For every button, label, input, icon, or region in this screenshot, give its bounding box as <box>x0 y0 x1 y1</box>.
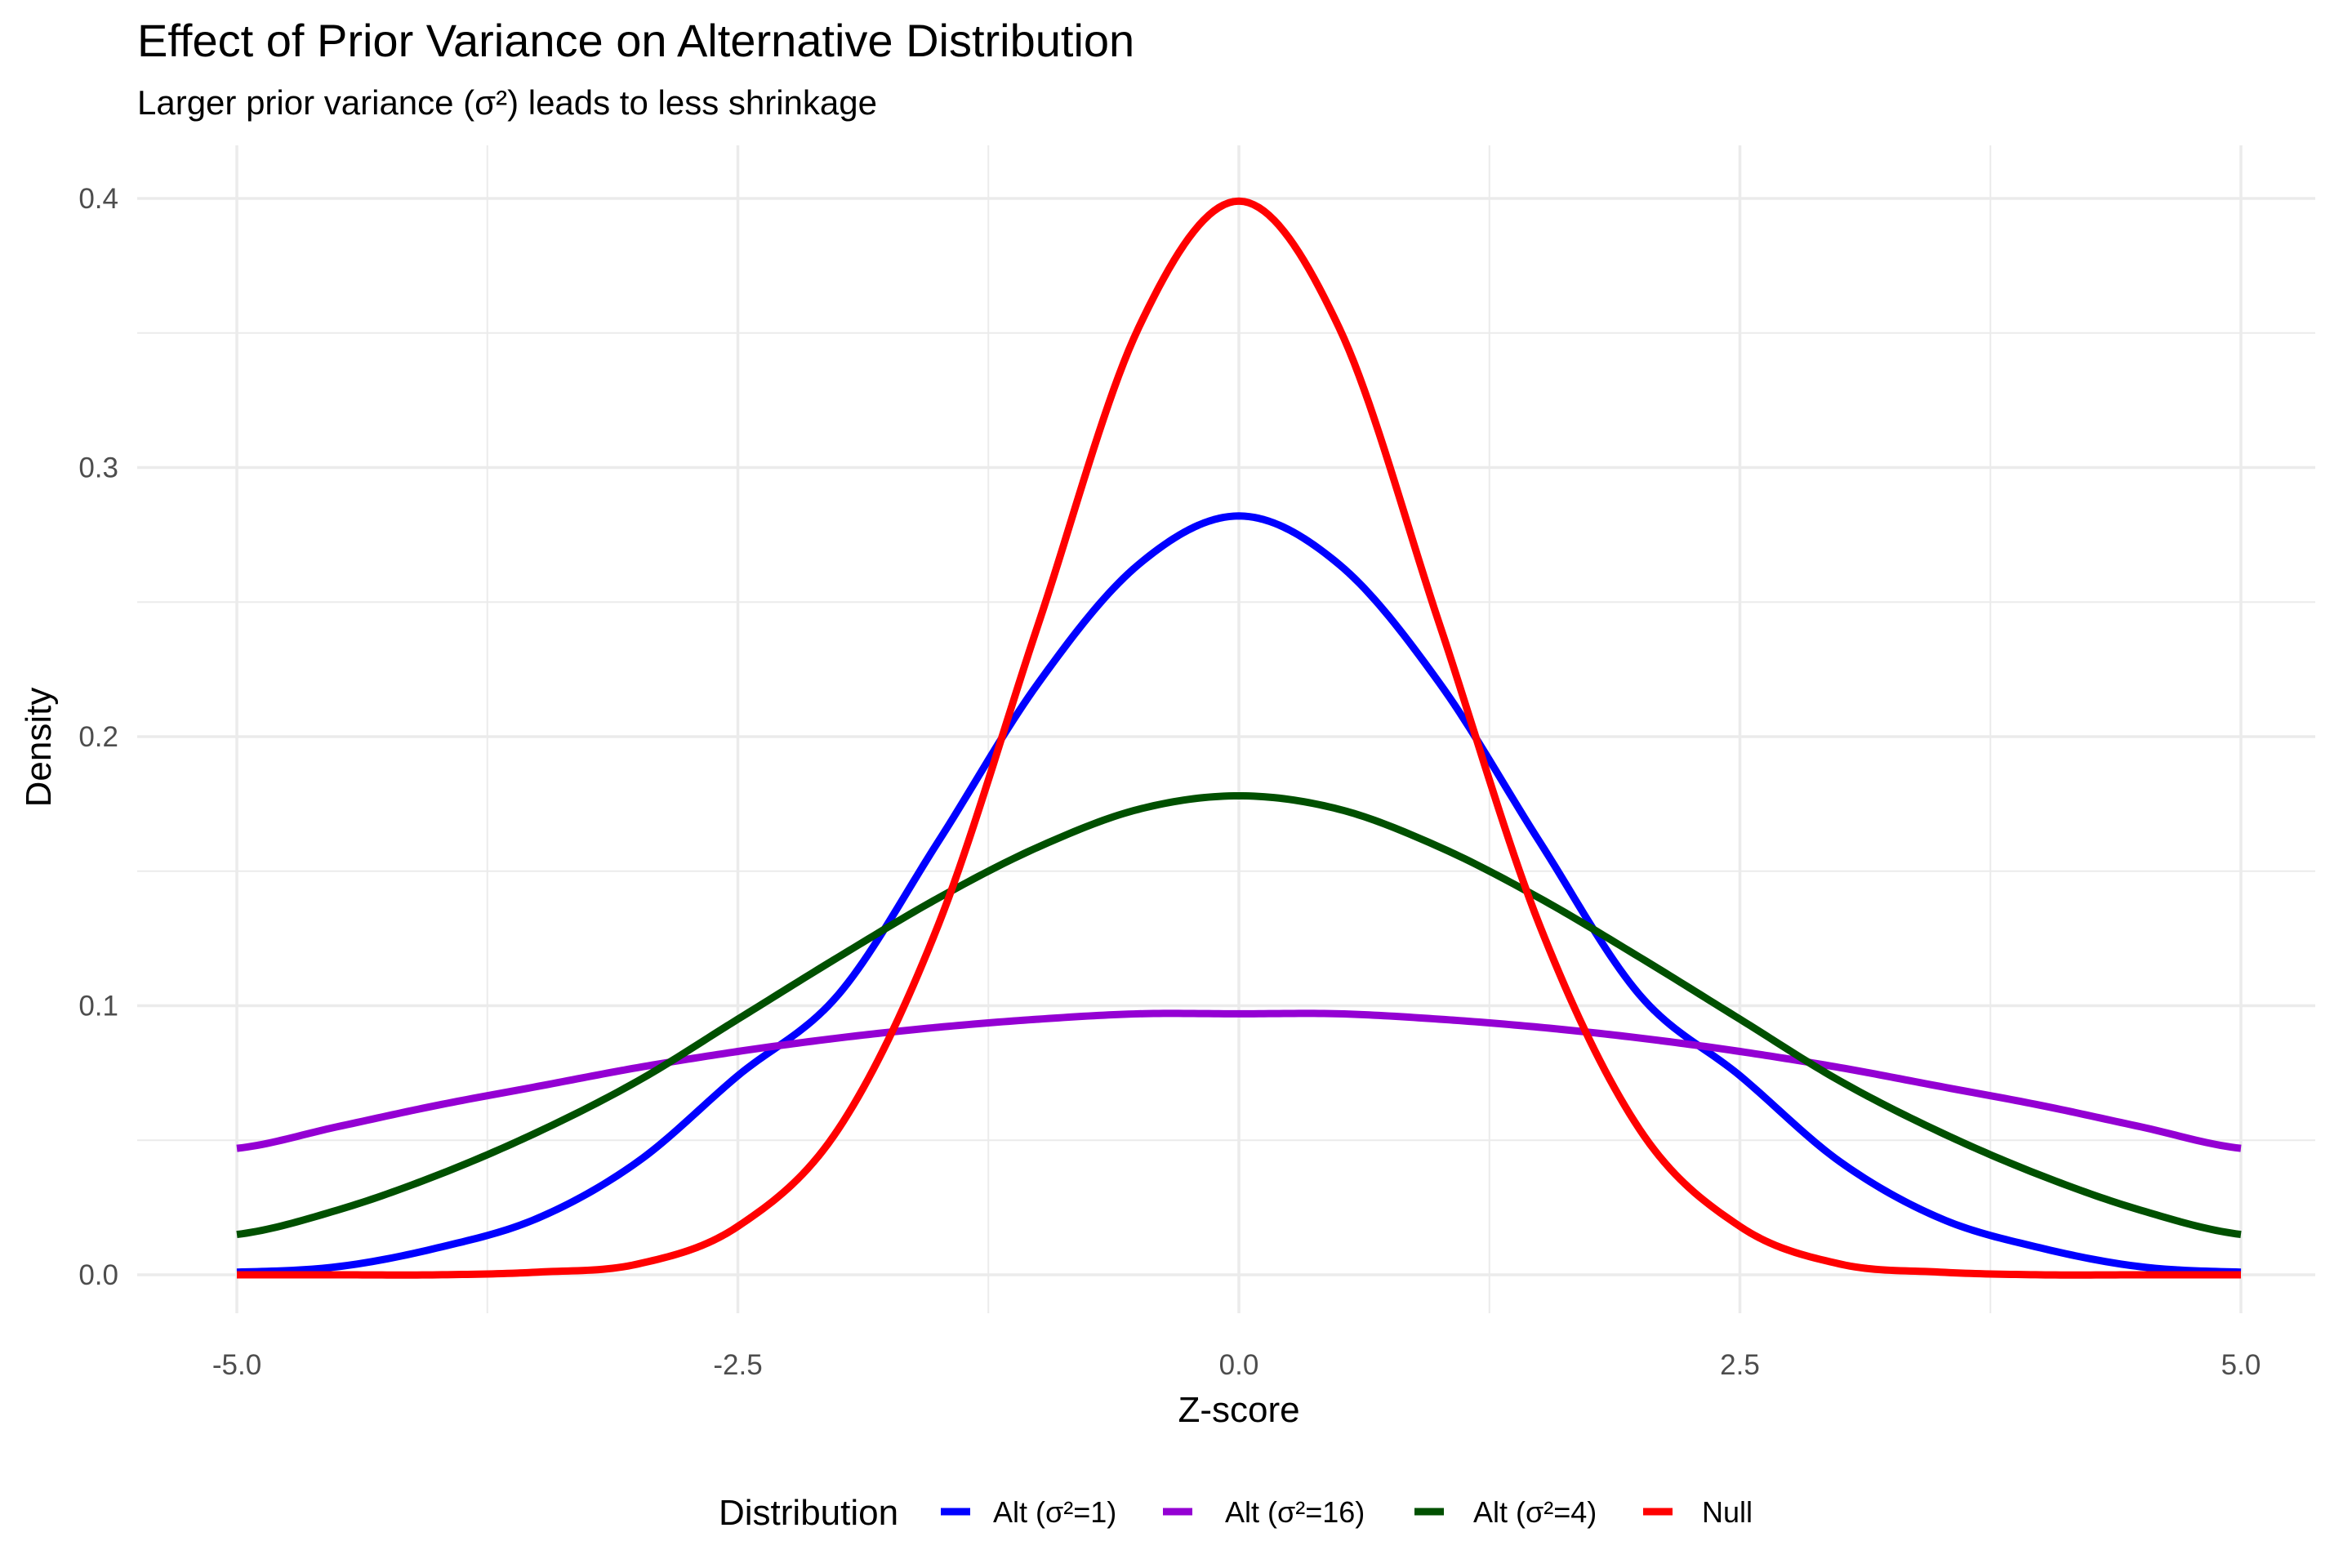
series-line-alt-1 <box>236 512 2242 1276</box>
chart-subtitle: Larger prior variance (σ²) leads to less… <box>137 83 877 122</box>
x-tick-label: -5.0 <box>212 1349 261 1381</box>
y-tick-label: 0.1 <box>78 991 118 1022</box>
legend-title: Distribution <box>719 1493 898 1533</box>
series-line-alt-4 <box>236 791 2242 1239</box>
chart-title: Effect of Prior Variance on Alternative … <box>137 15 1135 66</box>
y-tick-label: 0.0 <box>78 1259 118 1291</box>
x-tick-label: 2.5 <box>1720 1349 1760 1381</box>
legend-label: Alt (σ²=16) <box>1225 1495 1365 1529</box>
tick-labels: -5.0 -2.5 0.0 2.5 5.0 0.0 0.1 0.2 0.3 0.4 <box>78 183 2261 1381</box>
x-tick-label: 5.0 <box>2221 1349 2261 1381</box>
legend-label: Alt (σ²=4) <box>1473 1495 1597 1529</box>
series-line-alt-16 <box>236 1009 2242 1152</box>
legend: Distribution Alt (σ²=1) Alt (σ²=16) Alt (σ… <box>719 1493 1753 1533</box>
gridlines <box>137 145 2315 1313</box>
x-axis-title: Z-score <box>1178 1390 1299 1430</box>
y-tick-label: 0.4 <box>78 183 118 215</box>
series-line-null <box>237 197 2241 1279</box>
legend-label: Null <box>1702 1495 1753 1529</box>
y-axis-title: Density <box>19 688 59 808</box>
y-tick-label: 0.2 <box>78 721 118 753</box>
y-tick-label: 0.3 <box>78 452 118 484</box>
x-tick-label: -2.5 <box>713 1349 762 1381</box>
legend-label: Alt (σ²=1) <box>993 1495 1116 1529</box>
x-tick-label: 0.0 <box>1219 1349 1259 1381</box>
series-lines <box>236 197 2242 1279</box>
